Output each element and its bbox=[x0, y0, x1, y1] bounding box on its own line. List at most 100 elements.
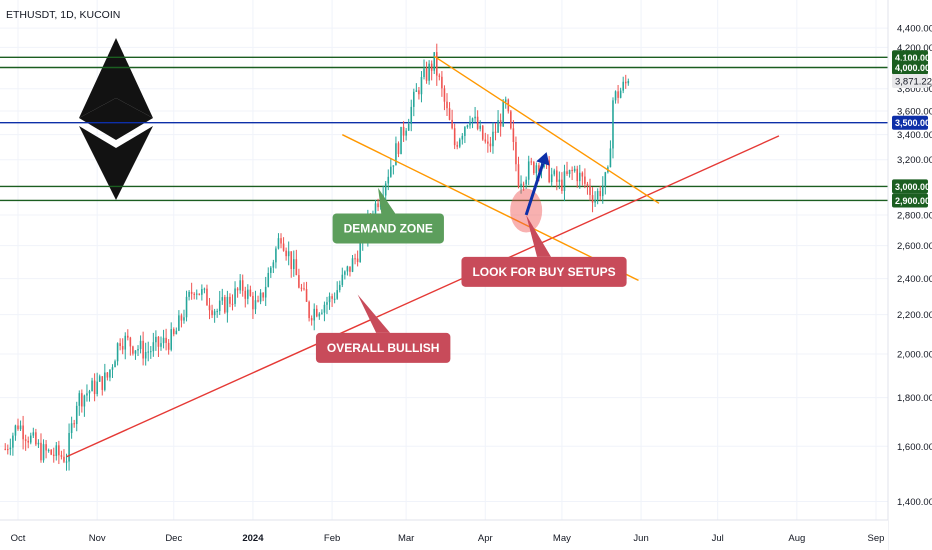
candle-body bbox=[40, 442, 42, 461]
candle-body bbox=[32, 432, 35, 436]
candle-body bbox=[331, 296, 333, 299]
candle-body bbox=[428, 63, 430, 81]
candle-body bbox=[392, 165, 395, 167]
buy-arrow-shaft bbox=[524, 163, 545, 216]
candle-body bbox=[201, 289, 203, 295]
candle-body bbox=[12, 435, 14, 448]
candle-body bbox=[548, 160, 550, 183]
candle-body bbox=[185, 296, 188, 318]
candle-body bbox=[550, 174, 553, 183]
candle-body bbox=[19, 425, 22, 430]
candle-body bbox=[474, 116, 476, 119]
candle-body bbox=[601, 185, 604, 197]
candle-body bbox=[402, 126, 405, 136]
candle-body bbox=[149, 351, 152, 353]
candle-body bbox=[155, 336, 157, 343]
price-tick-label: 3,200.00 bbox=[897, 155, 932, 166]
candle-body bbox=[410, 106, 413, 124]
candle-body bbox=[111, 367, 114, 370]
candle-body bbox=[231, 303, 234, 305]
candle-body bbox=[438, 75, 441, 77]
candle-body bbox=[395, 143, 397, 166]
candle-body bbox=[377, 203, 379, 208]
candle-body bbox=[270, 267, 272, 273]
candle-body bbox=[183, 317, 185, 321]
candle-body bbox=[433, 52, 436, 71]
candle-body bbox=[14, 425, 17, 436]
price-axis: 1,400.00 1,600.00 1,800.00 2,000.00 2,200.00… bbox=[887, 0, 932, 550]
candle-body bbox=[356, 258, 359, 262]
candle-body bbox=[359, 241, 361, 262]
level-price-label: 2,900.00 bbox=[895, 196, 930, 206]
candle-body bbox=[344, 271, 346, 275]
candle-body bbox=[566, 171, 568, 174]
candle-body bbox=[338, 284, 341, 291]
price-tick-label: 4,200.00 bbox=[897, 43, 932, 54]
candle-body bbox=[206, 288, 208, 306]
candle-body bbox=[612, 100, 614, 149]
candle-body bbox=[609, 148, 612, 168]
candle-body bbox=[346, 266, 349, 272]
candle-body bbox=[581, 172, 584, 177]
candle-body bbox=[4, 448, 7, 450]
candle-body bbox=[351, 258, 354, 272]
candle-body bbox=[29, 435, 32, 443]
candle-body bbox=[45, 444, 47, 451]
candle-body bbox=[280, 238, 282, 244]
candle-body bbox=[272, 262, 275, 268]
candle-body bbox=[124, 335, 127, 350]
candle-body bbox=[553, 170, 556, 175]
candle-body bbox=[165, 337, 167, 343]
level-price-tag bbox=[892, 179, 928, 194]
candle-body bbox=[236, 288, 239, 291]
candle-body bbox=[313, 308, 316, 321]
candle-body bbox=[448, 108, 451, 120]
candle-body bbox=[479, 125, 481, 129]
candle-body bbox=[78, 393, 81, 406]
time-tick-label: Sep bbox=[868, 533, 885, 544]
candle-body bbox=[70, 423, 73, 433]
candle-body bbox=[573, 168, 576, 172]
candle-body bbox=[515, 142, 517, 165]
candle-body bbox=[591, 195, 594, 203]
candle-body bbox=[139, 340, 142, 349]
candle-body bbox=[86, 393, 88, 396]
time-tick-label: Nov bbox=[89, 533, 106, 544]
candle-body bbox=[37, 442, 40, 445]
candle-body bbox=[487, 141, 489, 144]
candle-body bbox=[17, 425, 19, 430]
price-tick-label: 1,600.00 bbox=[897, 442, 932, 453]
callout-box bbox=[332, 213, 444, 244]
candle-body bbox=[300, 287, 303, 289]
candle-body bbox=[476, 116, 479, 129]
candle-body bbox=[323, 304, 326, 313]
candle-body bbox=[617, 91, 619, 98]
candle-body bbox=[98, 376, 101, 382]
time-tick-label: Aug bbox=[788, 533, 805, 544]
candle-body bbox=[614, 91, 617, 101]
buy-arrow-head bbox=[536, 152, 550, 166]
candle-body bbox=[277, 238, 280, 249]
candle-body bbox=[384, 183, 387, 196]
candle-body bbox=[275, 248, 277, 263]
candle-body bbox=[170, 329, 173, 350]
candle-body bbox=[407, 123, 410, 131]
candle-body bbox=[147, 351, 150, 353]
candle-body bbox=[499, 120, 502, 127]
candle-body bbox=[596, 190, 599, 200]
candle-body bbox=[81, 393, 83, 407]
annotation-marks: DEMAND ZONE LOOK FOR BUY SETUPS OVERALL BU… bbox=[315, 152, 627, 363]
candle-body bbox=[578, 172, 581, 182]
candle-body bbox=[157, 336, 160, 347]
price-axis-background bbox=[888, 0, 932, 550]
price-tick-label: 2,600.00 bbox=[897, 241, 932, 252]
level-price-label: 4,000.00 bbox=[895, 63, 930, 73]
candle-body bbox=[221, 297, 224, 301]
candle-body bbox=[589, 185, 591, 196]
candle-body bbox=[415, 90, 418, 92]
candle-body bbox=[556, 170, 558, 182]
candle-body bbox=[558, 179, 561, 182]
candle-body bbox=[106, 372, 109, 378]
candle-body bbox=[535, 165, 538, 174]
